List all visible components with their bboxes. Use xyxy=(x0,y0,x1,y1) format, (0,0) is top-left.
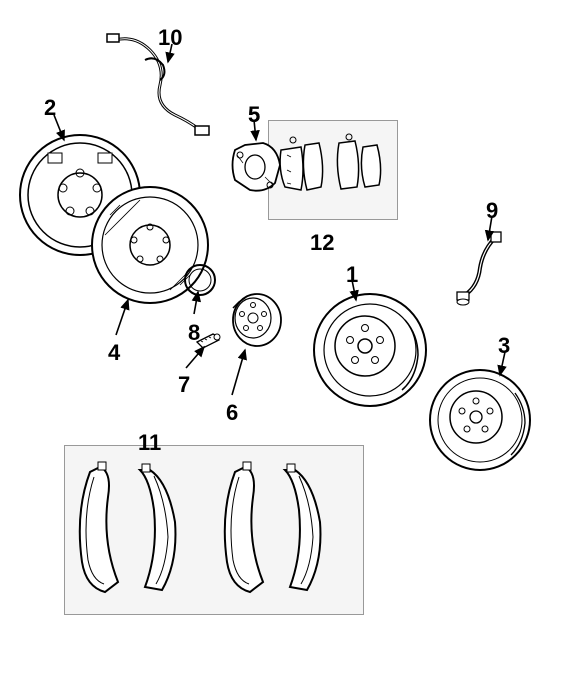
callout-2: 2 xyxy=(44,95,56,121)
callout-arrows-layer xyxy=(0,0,569,673)
callout-3: 3 xyxy=(498,333,510,359)
callout-11: 11 xyxy=(138,430,161,456)
callout-5: 5 xyxy=(248,102,260,128)
callout-9: 9 xyxy=(486,198,498,224)
callout-7: 7 xyxy=(178,372,190,398)
callout-12: 12 xyxy=(310,230,334,256)
callout-6: 6 xyxy=(226,400,238,426)
callout-8: 8 xyxy=(188,320,200,346)
exploded-diagram: 1 2 3 4 5 5 6 7 8 9 10 11 12 xyxy=(0,0,569,673)
callout-1: 1 xyxy=(346,262,358,288)
callout-4: 4 xyxy=(108,340,120,366)
callout-10: 10 xyxy=(158,25,182,51)
